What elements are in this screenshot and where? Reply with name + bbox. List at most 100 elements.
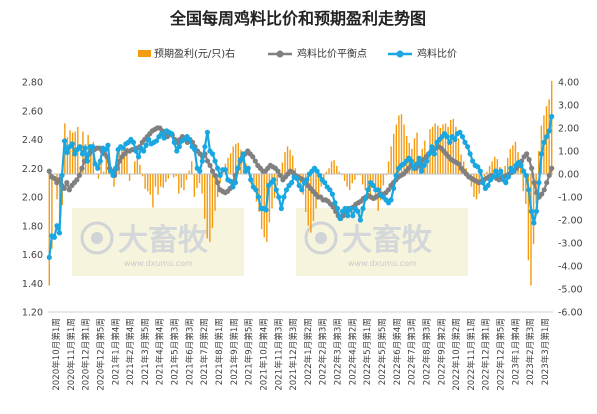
ratio-point — [107, 168, 114, 174]
ratio-point — [304, 177, 310, 183]
profit-bar — [400, 114, 403, 174]
ratio-point — [332, 200, 338, 206]
balance-point — [330, 204, 336, 210]
ratio-point — [56, 230, 63, 236]
ratio-point — [248, 177, 254, 183]
ratio-point — [217, 172, 223, 179]
profit-bar — [488, 165, 491, 174]
right-axis-tick-label: -2.00 — [558, 216, 583, 227]
left-axis-tick-label: 2.00 — [22, 193, 43, 204]
ratio-point — [464, 144, 471, 150]
ratio-point — [197, 168, 203, 174]
ratio-point — [102, 146, 108, 153]
profit-bar — [229, 153, 232, 174]
left-axis-tick-label: 1.60 — [22, 250, 43, 261]
balance-point — [64, 180, 70, 186]
profit-bar — [333, 160, 335, 174]
profit-bar — [328, 168, 330, 174]
ratio-point — [477, 168, 483, 174]
x-axis-tick-label: 2023年3月第1周 — [539, 318, 551, 385]
ratio-point — [186, 136, 193, 143]
ratio-point — [322, 180, 328, 186]
right-axis-tick-label: -6.00 — [558, 308, 583, 319]
ratio-point — [72, 151, 78, 157]
ratio-point — [61, 138, 68, 144]
balance-point — [51, 175, 57, 181]
ratio-point — [161, 135, 167, 141]
x-axis-tick-label: 2021年10月第4周 — [257, 318, 269, 391]
ratio-point — [531, 220, 537, 226]
profit-bar — [307, 174, 309, 226]
profit-bar — [504, 165, 506, 174]
ratio-point — [470, 158, 476, 164]
x-axis-tick-label: 2022年11月第1周 — [465, 318, 477, 391]
x-axis-tick-label: 2022年12月第5周 — [495, 318, 507, 391]
profit-bar — [486, 171, 488, 174]
profit-bar — [159, 174, 162, 187]
balance-point — [541, 187, 547, 193]
balance-point — [544, 180, 550, 186]
profit-bar — [395, 124, 398, 174]
profit-bar — [178, 174, 180, 194]
ratio-point — [255, 194, 262, 200]
ratio-point — [347, 205, 353, 212]
ratio-point — [204, 129, 211, 135]
ratio-point — [411, 165, 417, 171]
watermark-url: www.dxumu.com — [124, 259, 193, 268]
x-axis-tick-label: 2021年12月第3周 — [287, 318, 299, 391]
x-axis-tick-label: 2022年10月第2周 — [450, 318, 462, 391]
profit-bar — [457, 138, 460, 174]
ratio-point — [95, 165, 101, 171]
ratio-point — [546, 128, 552, 134]
profit-bar — [452, 118, 454, 174]
ratio-point — [199, 158, 205, 164]
balance-point — [456, 161, 462, 167]
ratio-point — [485, 182, 491, 189]
profit-bar — [281, 162, 284, 174]
profit-bar — [144, 174, 146, 189]
ratio-point — [444, 134, 450, 140]
ratio-point — [227, 178, 233, 184]
profit-bar — [512, 145, 514, 174]
ratio-point — [498, 168, 504, 174]
profit-bar — [185, 174, 188, 180]
ratio-point — [334, 205, 341, 212]
ratio-series — [46, 113, 555, 260]
ratio-point — [245, 165, 251, 171]
ratio-point — [544, 134, 550, 140]
balance-point — [46, 168, 52, 174]
profit-bar — [172, 174, 175, 178]
right-axis: -6.00 -5.00 -4.00 -3.00 -2.00 -1.00 0.00 1.00 2.… — [558, 78, 583, 319]
x-axis-tick-label: 2023年1月第4周 — [509, 318, 521, 385]
ratio-point — [97, 158, 103, 164]
ratio-point — [146, 136, 152, 143]
profit-bar — [242, 156, 245, 174]
watermark-dot-icon — [315, 232, 327, 244]
ratio-point — [212, 158, 218, 164]
profit-bar — [359, 174, 361, 176]
ratio-point — [176, 144, 182, 150]
ratio-point — [77, 144, 83, 150]
profit-bar — [380, 174, 382, 201]
x-axis-tick-label: 2022年5月第1周 — [361, 318, 373, 385]
profit-bar — [509, 148, 511, 174]
profit-bar — [286, 146, 289, 174]
legend-swatch-profit — [138, 50, 151, 57]
ratio-point — [273, 187, 279, 193]
balance-point — [209, 168, 216, 174]
ratio-point — [317, 172, 323, 179]
profit-bar — [483, 174, 486, 177]
balance-point — [529, 165, 535, 171]
ratio-point — [375, 187, 381, 193]
balance-point — [252, 158, 258, 164]
ratio-point — [64, 149, 70, 156]
ratio-point — [459, 134, 466, 140]
x-axis-tick-label: 2021年7月第2周 — [198, 318, 210, 385]
x-axis-tick-label: 2022年2月第3周 — [317, 318, 329, 385]
profit-bar — [385, 174, 387, 176]
ratio-point — [271, 177, 277, 183]
profit-bar — [214, 174, 216, 211]
profit-bar — [338, 171, 341, 174]
